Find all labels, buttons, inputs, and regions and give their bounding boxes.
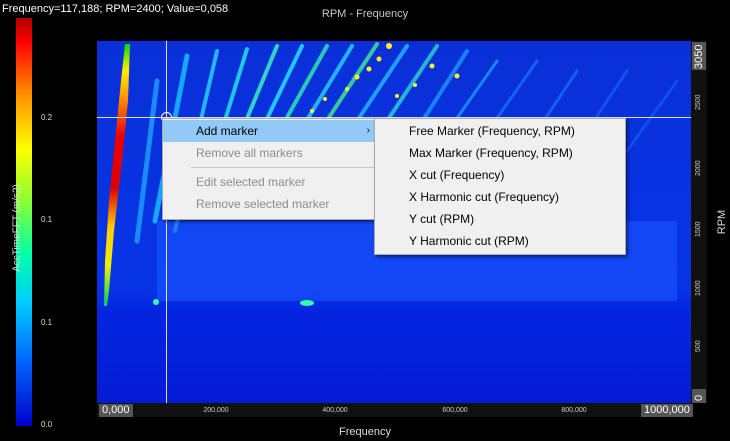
colorbar-tick-1: 0.2 (41, 113, 53, 122)
cursor-readout: Frequency=117,188; RPM=2400; Value=0,058 (2, 3, 229, 15)
add-marker-item[interactable]: Add marker › (163, 120, 376, 142)
menu-separator (191, 167, 374, 168)
hot-spots (310, 43, 460, 113)
y-axis (691, 41, 707, 403)
crosshair-horizontal (97, 117, 691, 118)
add-marker-submenu: Free Marker (Frequency, RPM) Max Marker … (374, 118, 626, 255)
colorbar-tick-4: 0.0 (41, 420, 53, 429)
chart-title: RPM - Frequency (321, 8, 409, 20)
max-marker-item[interactable]: Max Marker (Frequency, RPM) (409, 146, 573, 160)
y-tick-2000: 2000 (695, 160, 702, 176)
dominant-order-line (104, 44, 130, 306)
colorbar-axis-label: AccTimeFFT (m/s2) (11, 184, 23, 272)
remove-selected-marker-item[interactable]: Remove selected marker (196, 197, 330, 211)
y-axis-min[interactable]: 0 (692, 389, 706, 403)
y-harmonic-cut-item[interactable]: Y Harmonic cut (RPM) (409, 234, 529, 248)
y-axis-max[interactable]: 3050 (692, 42, 706, 70)
x-tick-2: 400,000 (322, 407, 348, 414)
x-tick-3: 600,000 (442, 407, 468, 414)
colorbar (16, 18, 32, 426)
x-cut-item[interactable]: X cut (Frequency) (409, 168, 505, 182)
free-marker-item[interactable]: Free Marker (Frequency, RPM) (409, 124, 575, 138)
context-menu: Add marker › Remove all markers Edit sel… (162, 118, 377, 220)
y-tick-1500: 1500 (695, 221, 702, 237)
edit-selected-marker-item[interactable]: Edit selected marker (196, 175, 306, 189)
submenu-arrow-icon: › (366, 125, 370, 136)
y-tick-2500: 2500 (695, 94, 702, 110)
x-axis-label: Frequency (339, 426, 391, 438)
remove-all-markers-item[interactable]: Remove all markers (196, 146, 303, 160)
x-axis-min[interactable]: 0,000 (99, 404, 133, 417)
x-harmonic-cut-item[interactable]: X Harmonic cut (Frequency) (409, 190, 560, 204)
x-tick-1: 200,000 (203, 407, 229, 414)
colorbar-tick-3: 0.1 (41, 318, 53, 327)
x-axis (97, 403, 691, 417)
x-tick-4: 800,000 (561, 407, 587, 414)
resonance-spot (300, 300, 314, 306)
y-axis-label: RPM (716, 209, 728, 235)
x-axis-max[interactable]: 1000,000 (641, 404, 693, 417)
colorbar-tick-2: 0.1 (41, 215, 53, 224)
y-tick-500: 500 (695, 340, 702, 352)
add-marker-label: Add marker (196, 124, 259, 138)
y-tick-1000: 1000 (695, 280, 702, 296)
y-cut-item[interactable]: Y cut (RPM) (409, 212, 475, 226)
crosshair-vertical (166, 41, 167, 403)
